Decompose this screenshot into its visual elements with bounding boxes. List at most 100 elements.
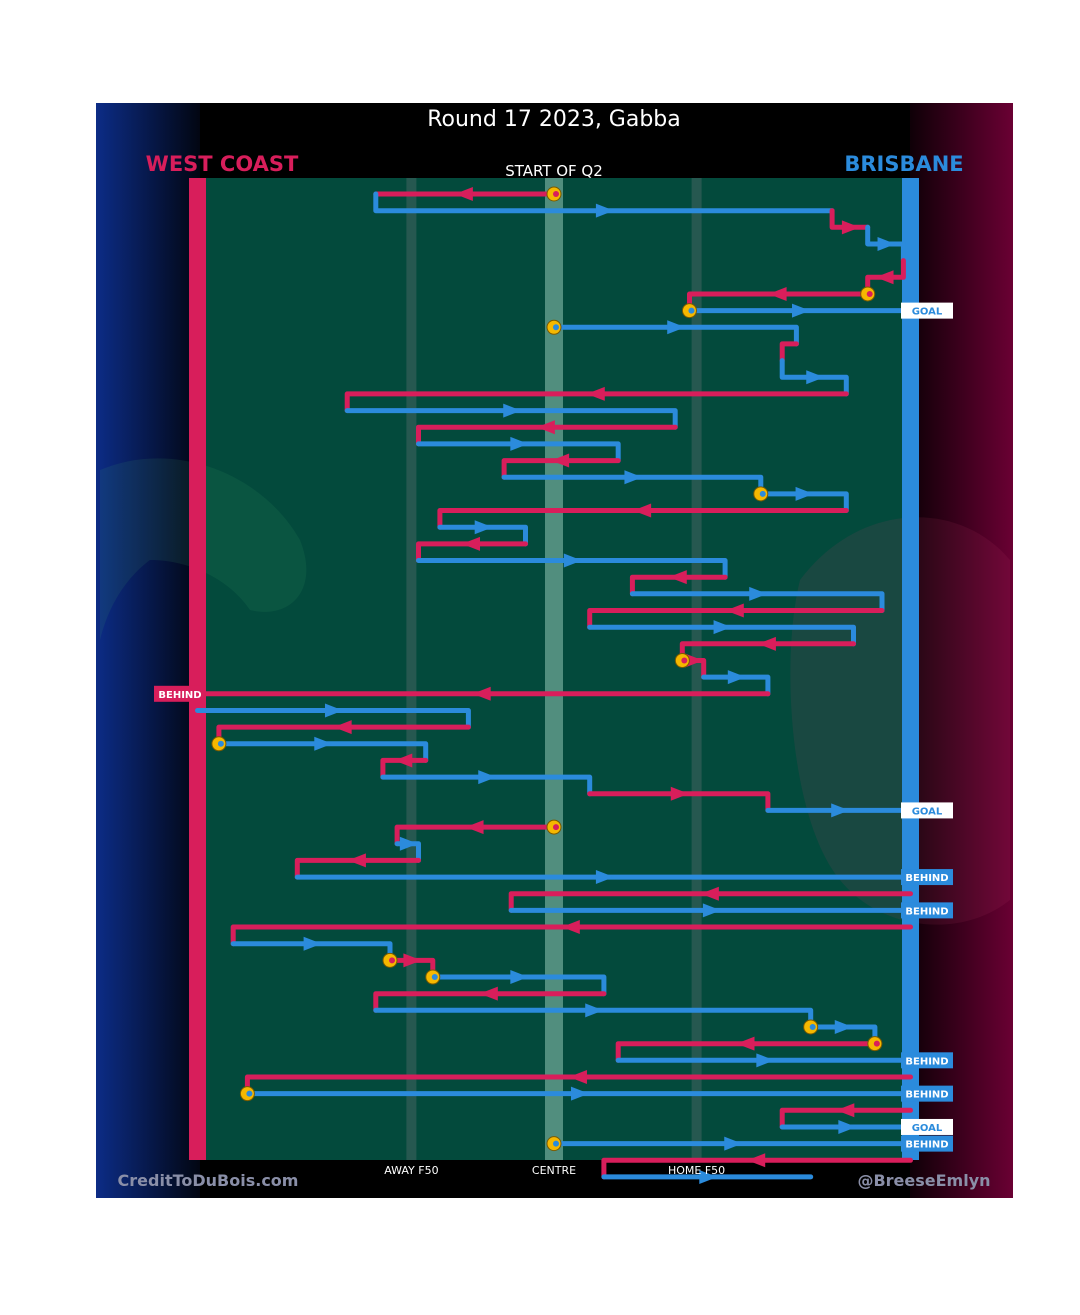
direction-arrow [503,403,522,418]
direction-arrow [875,270,894,285]
bounce-marker-dot [553,824,559,831]
direction-arrow [725,603,744,618]
direction-arrow [403,953,422,968]
result-badge [901,802,953,819]
result-label: GOAL [912,806,943,817]
direction-arrow [757,636,776,651]
result-badge [901,302,953,319]
possession-chain-away [294,857,421,880]
possession-chain-home [216,741,429,763]
direction-arrow [727,670,746,685]
possession-chain-home [430,974,607,997]
possession-chain-away [601,1157,913,1180]
direction-arrow [568,1069,587,1084]
result-badge [901,1085,953,1102]
direction-arrow [877,236,896,251]
bounce-marker-dot [217,740,224,747]
direction-arrow [831,803,850,818]
direction-arrow [324,703,343,718]
possession-chain-away [416,541,528,563]
possession-chain-home [701,674,771,697]
result-badge [901,869,953,886]
direction-arrow [570,1086,589,1101]
result-label: GOAL [912,307,943,318]
footer-handle: @BreeseEmlyn [857,1171,990,1190]
bounce-marker-dot [389,957,396,964]
possession-chain-home [344,408,678,430]
direction-arrow [347,853,366,868]
direction-arrow [510,970,529,985]
direction-arrow [724,1136,743,1151]
possession-chain-away [344,391,849,414]
direction-arrow [702,903,721,918]
result-label: BEHIND [905,873,948,884]
bounce-marker-dot [553,324,559,331]
bounce-marker-dot [866,290,873,297]
direction-arrow [768,286,787,301]
chart-title: Round 17 2023, Gabba [427,107,681,132]
result-badge [901,902,953,919]
direction-arrow [595,203,614,218]
direction-arrow [713,620,732,635]
direction-arrow [699,1169,718,1184]
possession-chain-away [230,924,913,947]
possession-chain-away [501,458,621,480]
direction-arrow [795,486,814,501]
possession-chain-home [629,591,885,613]
bounce-marker-dot [809,1024,816,1030]
x-tick-label: HOME F50 [668,1164,725,1177]
direction-arrow [551,453,570,468]
direction-arrow [462,536,481,551]
possession-chain-home [195,708,471,730]
direction-arrow [333,720,352,735]
direction-arrow [836,1103,855,1118]
direction-arrow [472,686,491,701]
result-label: GOAL [912,1123,943,1134]
result-label: BEHIND [905,1140,948,1151]
result-badge [901,1052,953,1069]
direction-arrow [700,886,719,901]
direction-arrow [399,836,418,851]
possession-chain-home [758,491,849,513]
direction-arrow [394,753,413,768]
direction-arrow [756,1053,775,1068]
bounce-marker-dot [688,307,695,314]
direction-arrow [667,320,686,335]
possession-chain-away [508,891,913,913]
zone-line-2 [691,178,702,1160]
direction-arrow [749,586,768,601]
direction-arrow [747,1153,766,1168]
direction-arrow [479,986,498,1001]
possession-chain-away [629,574,728,597]
possession-chain-away [615,1041,878,1063]
brisbane-end-bar [902,178,919,1160]
zone-line-0 [406,178,417,1160]
direction-arrow [685,653,704,668]
possession-chain-home [551,324,799,347]
bounce-marker-dot [681,657,688,664]
result-label: BEHIND [158,690,201,701]
possession-chain-away [437,508,849,530]
direction-arrow [465,820,484,835]
possession-chain-home [373,191,835,214]
direction-arrow [668,570,687,585]
direction-arrow [563,553,582,568]
direction-arrow [585,1003,604,1018]
result-badge [154,685,206,702]
x-tick-label: CENTRE [532,1164,576,1177]
west-coast-end-bar [189,178,206,1160]
possession-chain-away [779,1107,913,1130]
x-tick-label: AWAY F50 [384,1164,438,1177]
result-label: BEHIND [905,1090,948,1101]
direction-arrow [670,786,689,801]
possession-chain-away [779,341,799,364]
direction-arrow [314,736,333,751]
away-team-label: WEST COAST [146,152,299,176]
brisbane-lion-watermark [790,517,1010,925]
quarter-label: START OF Q2 [505,162,603,180]
direction-arrow [561,920,580,935]
direction-arrow [633,503,652,518]
bounce-marker-dot [553,191,559,197]
direction-arrow [536,420,555,435]
possession-chain-home [416,441,621,464]
